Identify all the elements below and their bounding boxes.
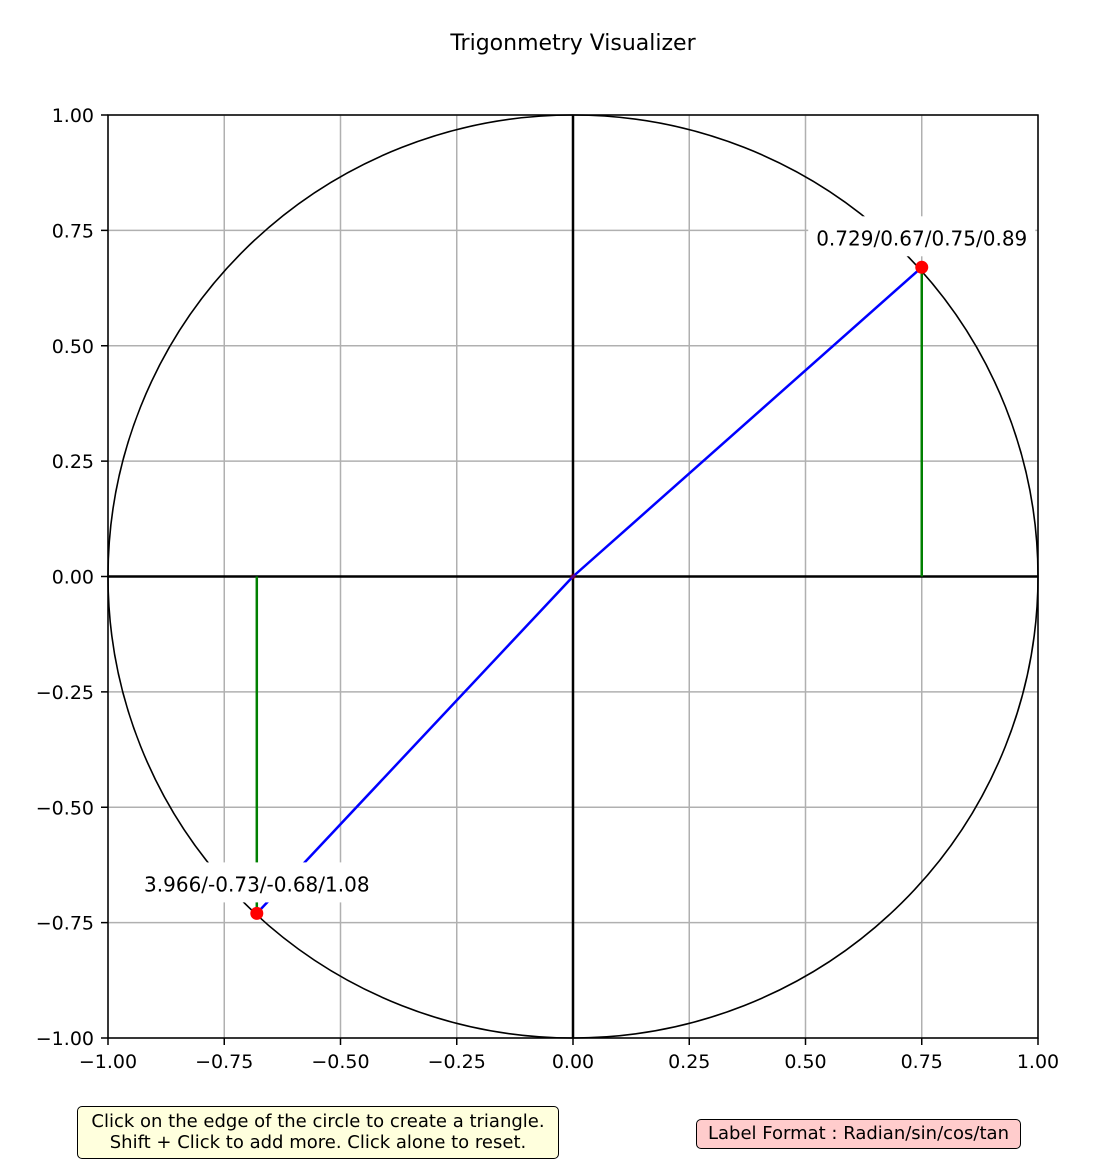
radius-line-1 — [572, 266, 923, 578]
label-format-box: Label Format : Radian/sin/cos/tan — [696, 1119, 1021, 1149]
point-label-background-2 — [136, 862, 378, 903]
origin-point — [570, 573, 576, 580]
y-tick-label: 0.75 — [52, 220, 94, 242]
data-point-2 — [250, 906, 264, 920]
x-tick-label: 0.00 — [552, 1051, 594, 1073]
help-text-box: Click on the edge of the circle to creat… — [77, 1106, 559, 1159]
y-tick-label: −1.00 — [36, 1028, 94, 1050]
point-label-2: 3.966/-0.73/-0.68/1.08 — [144, 872, 370, 896]
y-tick-label: −0.75 — [36, 913, 94, 935]
x-tick-label: −0.75 — [195, 1051, 253, 1073]
data-point-1 — [915, 260, 929, 274]
y-tick-label: −0.50 — [36, 797, 94, 819]
help-line-1: Click on the edge of the circle to creat… — [91, 1111, 545, 1132]
x-tick-label: 0.50 — [784, 1051, 826, 1073]
point-label-background-1 — [808, 216, 1036, 257]
chart-title: Trigonmetry Visualizer — [449, 31, 696, 56]
y-tick-label: 0.25 — [52, 451, 94, 473]
x-tick-label: −0.50 — [311, 1051, 369, 1073]
y-tick-label: 1.00 — [52, 105, 94, 127]
y-tick-label: 0.00 — [52, 567, 94, 589]
x-tick-label: 1.00 — [1017, 1051, 1059, 1073]
radius-line-2 — [255, 575, 574, 915]
y-tick-label: −0.25 — [36, 682, 94, 704]
y-tick-label: 0.50 — [52, 336, 94, 358]
x-tick-label: −0.25 — [428, 1051, 486, 1073]
help-line-2: Shift + Click to add more. Click alone t… — [109, 1132, 527, 1153]
x-tick-label: 0.25 — [668, 1051, 710, 1073]
x-tick-label: −1.00 — [79, 1051, 137, 1073]
x-tick-label: 0.75 — [901, 1051, 943, 1073]
plot-frame — [107, 114, 1039, 1039]
point-label-1: 0.729/0.67/0.75/0.89 — [816, 226, 1027, 250]
